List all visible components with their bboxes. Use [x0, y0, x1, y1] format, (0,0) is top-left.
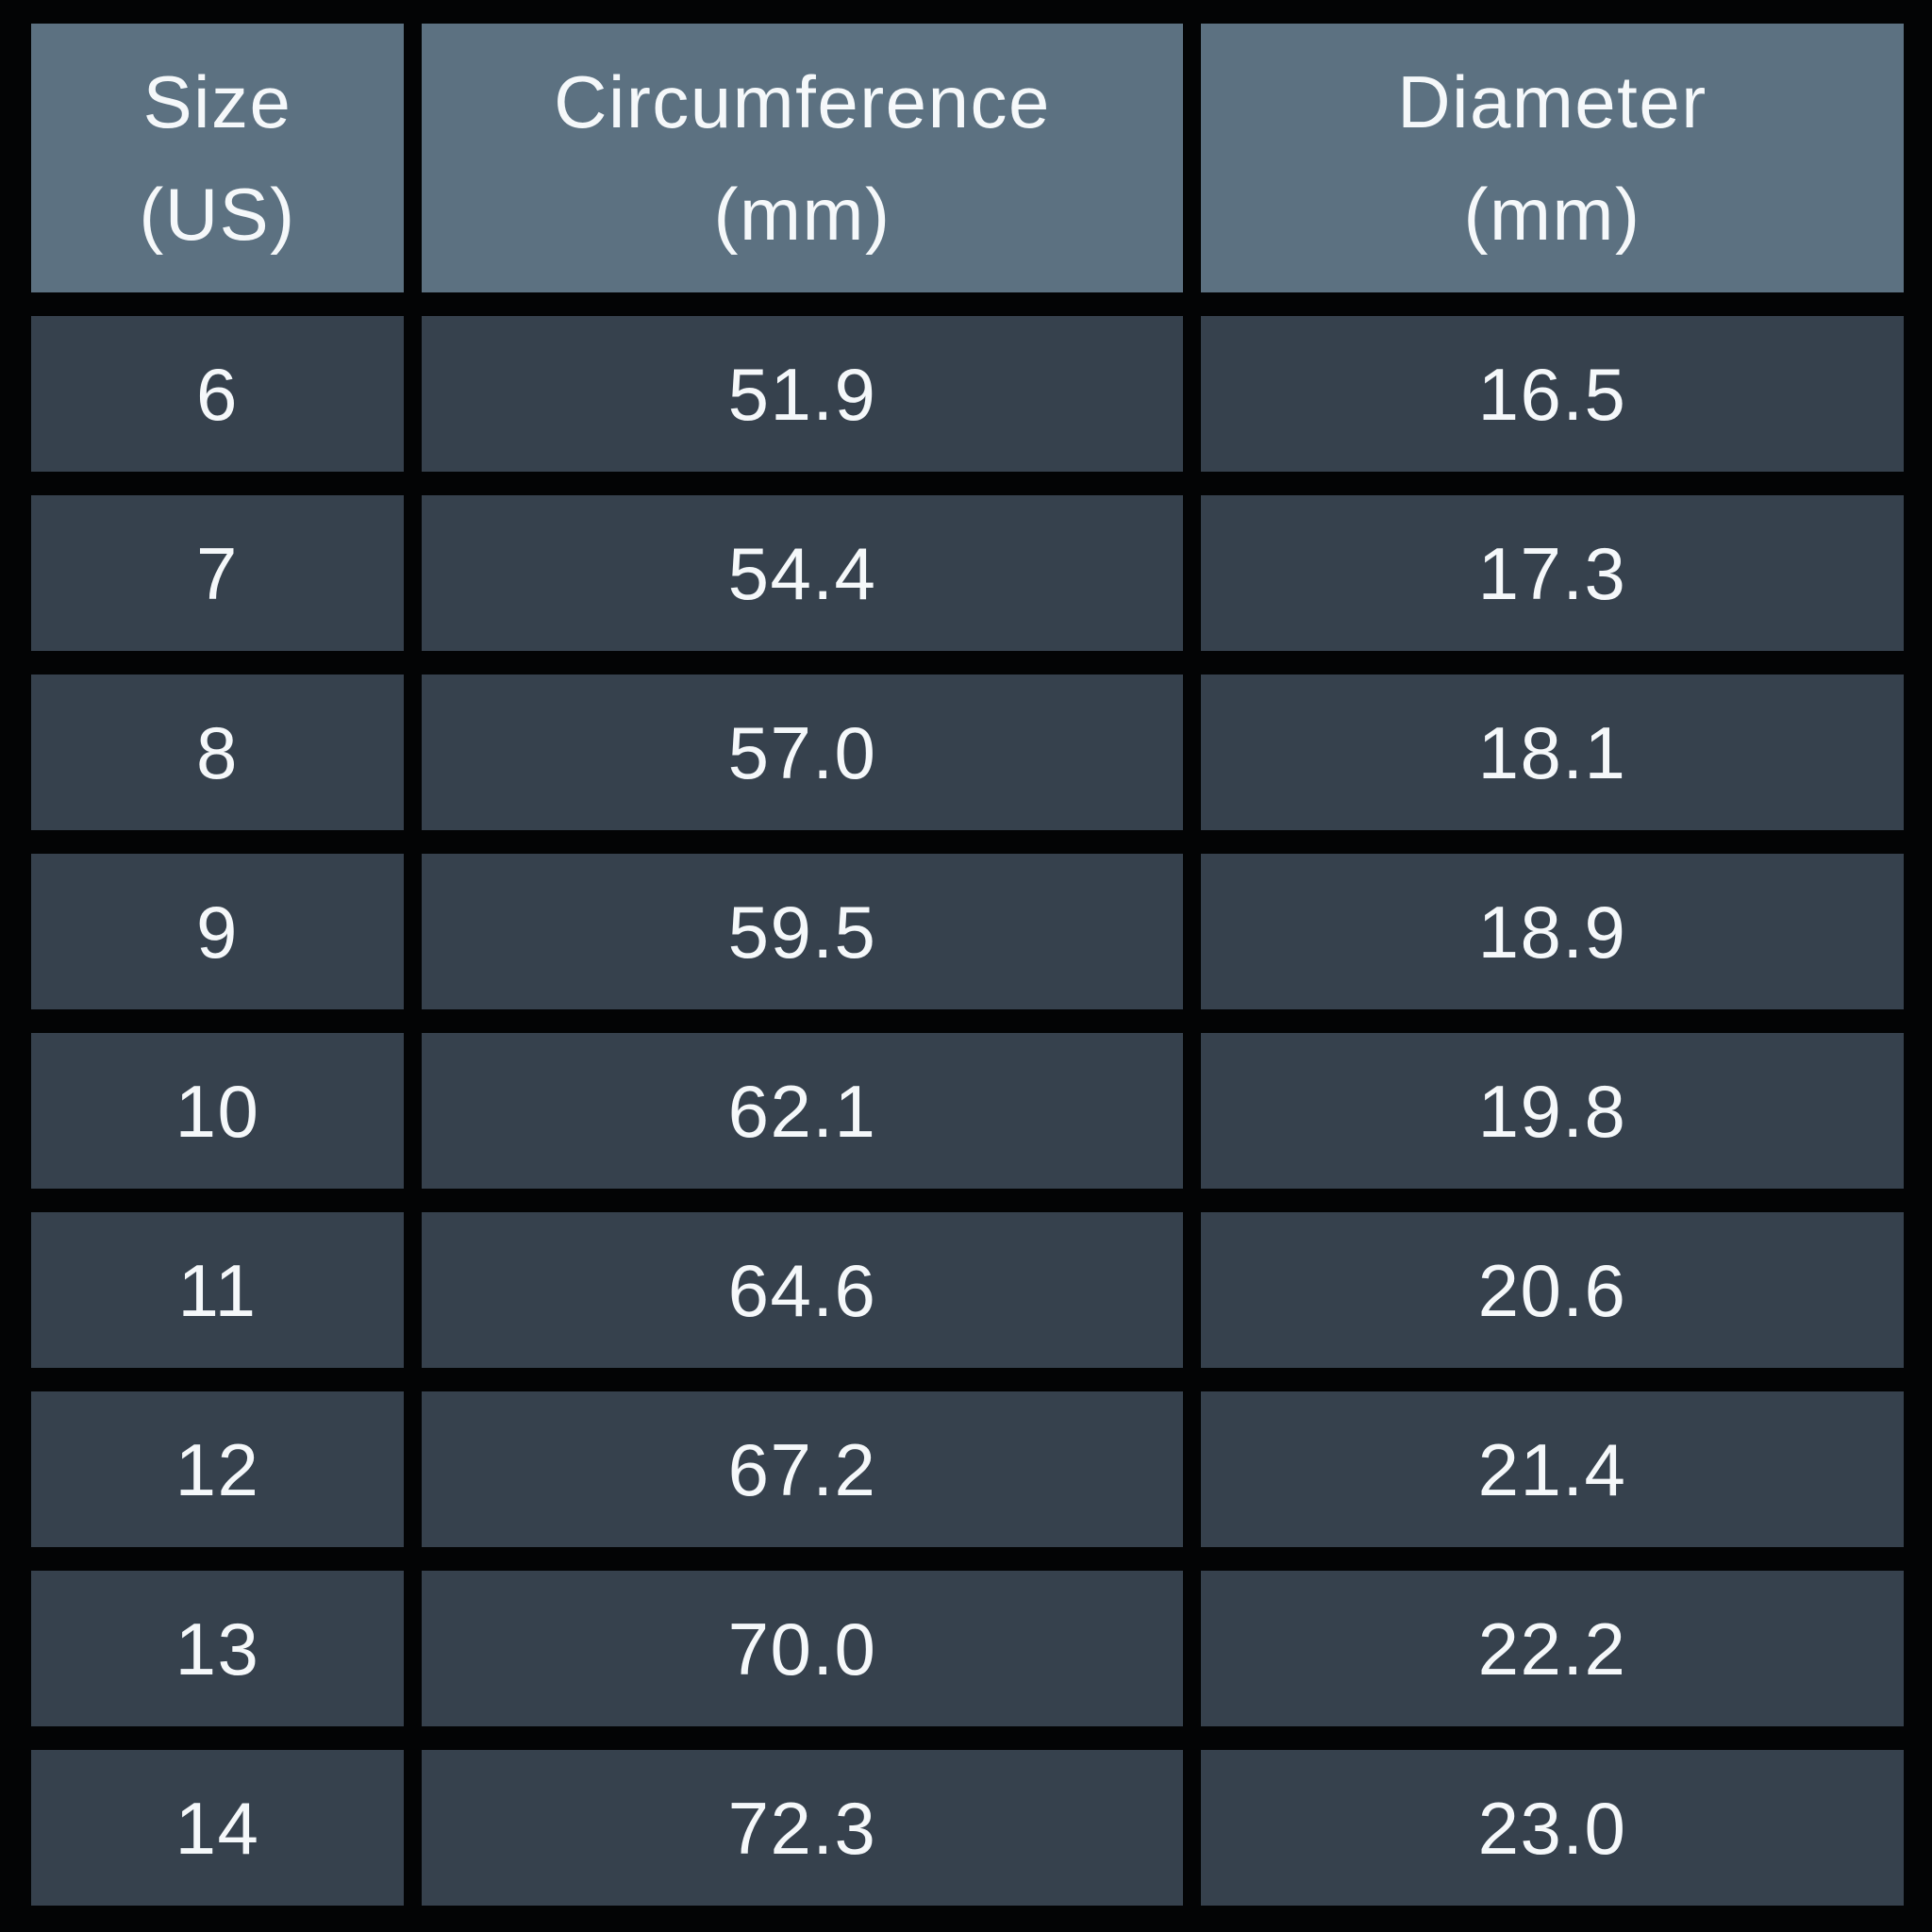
header-line-title: Diameter: [1397, 59, 1707, 143]
column-header-diameter: Diameter (mm): [1201, 24, 1904, 292]
diameter-cell: 22.2: [1201, 1571, 1904, 1726]
header-line-title: Circumference: [554, 59, 1051, 143]
circumference-cell: 59.5: [422, 854, 1183, 1009]
diameter-cell: 17.3: [1201, 495, 1904, 651]
size-cell: 13: [31, 1571, 404, 1726]
size-cell: 10: [31, 1033, 404, 1189]
header-line-unit: (US): [139, 172, 296, 256]
circumference-cell: 62.1: [422, 1033, 1183, 1189]
circumference-cell: 64.6: [422, 1212, 1183, 1368]
size-cell: 8: [31, 675, 404, 830]
diameter-cell: 19.8: [1201, 1033, 1904, 1189]
diameter-cell: 23.0: [1201, 1750, 1904, 1906]
column-header-circumference: Circumference (mm): [422, 24, 1183, 292]
size-cell: 12: [31, 1391, 404, 1547]
diameter-cell: 18.9: [1201, 854, 1904, 1009]
header-line-title: Size: [142, 59, 292, 143]
column-header-size: Size (US): [31, 24, 404, 292]
header-line-unit: (mm): [1463, 172, 1641, 256]
diameter-cell: 20.6: [1201, 1212, 1904, 1368]
circumference-cell: 72.3: [422, 1750, 1183, 1906]
circumference-cell: 67.2: [422, 1391, 1183, 1547]
size-cell: 11: [31, 1212, 404, 1368]
circumference-cell: 51.9: [422, 316, 1183, 472]
header-line-unit: (mm): [713, 172, 891, 256]
size-cell: 9: [31, 854, 404, 1009]
size-cell: 7: [31, 495, 404, 651]
diameter-cell: 16.5: [1201, 316, 1904, 472]
size-cell: 14: [31, 1750, 404, 1906]
diameter-cell: 21.4: [1201, 1391, 1904, 1547]
diameter-cell: 18.1: [1201, 675, 1904, 830]
circumference-cell: 54.4: [422, 495, 1183, 651]
circumference-cell: 57.0: [422, 675, 1183, 830]
size-cell: 6: [31, 316, 404, 472]
circumference-cell: 70.0: [422, 1571, 1183, 1726]
